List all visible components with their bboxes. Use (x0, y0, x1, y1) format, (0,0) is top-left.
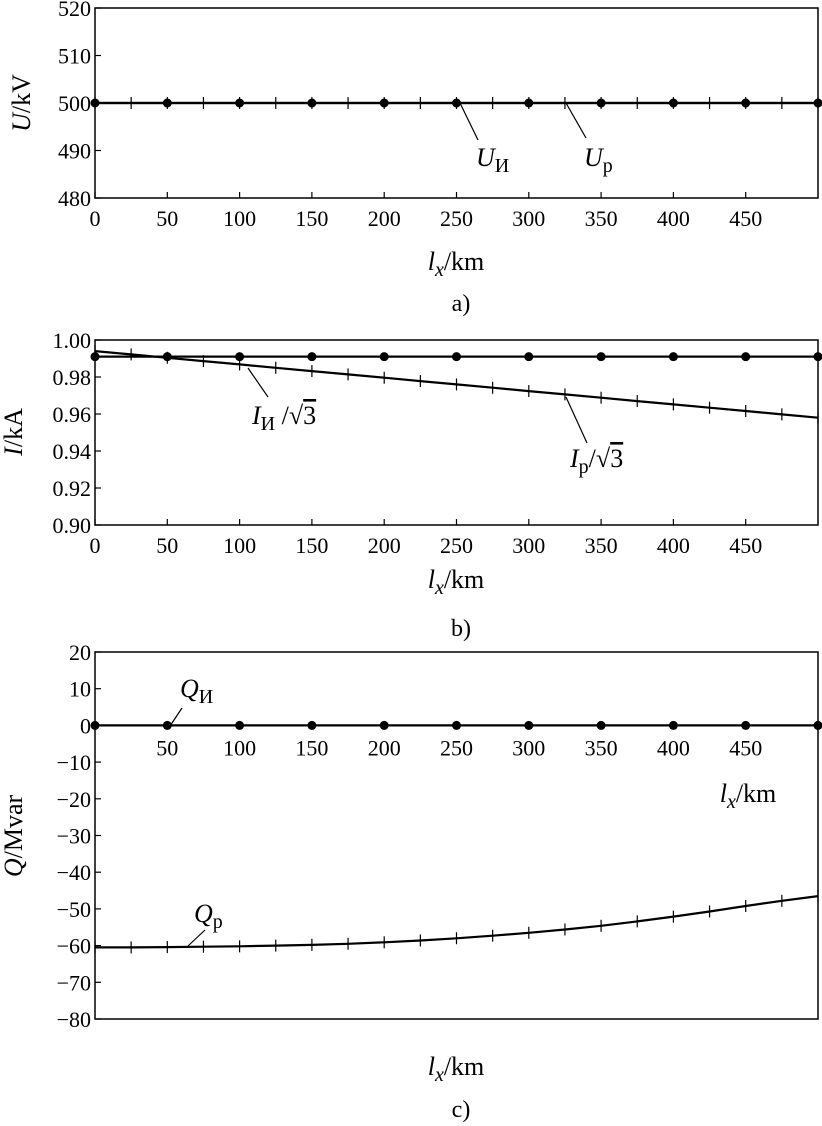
panel-b-series-sending-point (524, 352, 534, 362)
panel-b-x-tick-label: 400 (657, 533, 690, 558)
panel-b-x-tick-label: 50 (156, 533, 178, 558)
panel-c-x-tick-label: 400 (657, 735, 690, 760)
panel-c-y-tick-label: −70 (57, 970, 91, 995)
panel-c-x-axis-label: lx/km (428, 1052, 485, 1086)
panel-c-y-tick-label: −50 (57, 897, 91, 922)
panel-b-series-sending-point (668, 352, 678, 362)
panel-c-series-sending-point (162, 720, 172, 730)
panel-a-x-tick-label: 350 (585, 206, 618, 231)
panel-a-x-tick-label: 0 (90, 206, 101, 231)
panel-b-series-sending-point (307, 352, 317, 362)
panel-a-x-tick-label: 150 (295, 206, 328, 231)
panel-c-series-sending-point (379, 720, 389, 730)
panel-b-y-tick-label: 0.96 (53, 402, 92, 427)
panel-c-x-tick-label: 450 (729, 735, 762, 760)
panel-c-label-q-p: Qp (194, 899, 223, 933)
panel-a: 480 490 500 510 520 0 50 100 150 200 250 300 350 400 4… (7, 0, 822, 317)
panel-c-y-tick-label: −10 (57, 750, 91, 775)
panel-c-label-q-i: QИ (180, 674, 213, 708)
panel-a-y-tick-label: 490 (58, 139, 91, 164)
panel-a-x-tick-label: 250 (440, 206, 473, 231)
panel-b-series-sending-point (379, 352, 389, 362)
panel-b-series-sending-point (235, 352, 245, 362)
panel-b-x-tick-label: 250 (440, 533, 473, 558)
panel-b-series-sending-point (596, 352, 606, 362)
panel-b-caption: b) (451, 616, 471, 642)
panel-b: 0.90 0.92 0.94 0.96 0.98 1.00 0 50 100 150 200 250 3… (0, 328, 822, 642)
panel-a-x-tick-label: 100 (223, 206, 256, 231)
panel-a-caption: a) (452, 291, 471, 317)
panel-a-x-tick-label: 300 (512, 206, 545, 231)
panel-c-caption: c) (452, 1097, 471, 1123)
panel-a-label-u-i: UИ (476, 143, 509, 177)
panel-b-y-tick-label: 0.92 (53, 476, 92, 501)
panel-b-label-i-p-leader (565, 396, 588, 444)
panel-a-y-tick-label: 480 (58, 186, 91, 211)
panel-c-y-tick-label: −20 (57, 787, 91, 812)
panel-b-y-tick-label: 0.90 (53, 513, 92, 538)
panel-c-series-sending-point (596, 720, 606, 730)
panel-b-y-tick-label: 1.00 (53, 328, 92, 353)
panel-a-x-tick-label: 50 (156, 206, 178, 231)
panel-b-plot-frame (94, 339, 819, 526)
panel-c-series-sending-point (235, 720, 245, 730)
panel-c-series-sending-point (813, 720, 822, 730)
panel-a-x-tick-label: 450 (729, 206, 762, 231)
panel-c-y-tick-label: −40 (57, 860, 91, 885)
panel-c-x-tick-label: 50 (156, 735, 178, 760)
panel-c-y-tick-label: 0 (80, 713, 91, 738)
panel-a-x-tick-label: 200 (368, 206, 401, 231)
panel-b-label-i-i-leader (247, 367, 269, 398)
panel-a-x-tick-label: 400 (657, 206, 690, 231)
panel-b-x-tick-label: 150 (295, 533, 328, 558)
panel-c-x-tick-label: 300 (512, 735, 545, 760)
panel-c-label-q-i-leader (169, 707, 183, 727)
panel-b-x-tick-label: 450 (729, 533, 762, 558)
panel-c-series-sending-point (668, 720, 678, 730)
panel-c-series-sending-point (307, 720, 317, 730)
panel-a-y-tick-label: 520 (58, 0, 91, 21)
panel-a-y-tick-label: 510 (58, 44, 91, 69)
panel-b-series-sending-point (452, 352, 461, 362)
panel-c-y-tick-label: 10 (69, 677, 91, 702)
panel-c-series-sending-point (524, 720, 534, 730)
panel-b-y-tick-label: 0.94 (53, 439, 92, 464)
panel-b-x-axis-label: lx/km (428, 565, 485, 599)
panel-a-label-u-i-leader (459, 102, 479, 141)
panel-c-x-tick-label: 150 (295, 735, 328, 760)
panel-c-label-q-p-leader (187, 929, 206, 947)
panel-b-label-i-i: IИ /√3 (251, 401, 316, 435)
panel-b-series-sending-point (741, 352, 751, 362)
panel-a-y-axis-label: U/kV (7, 74, 36, 132)
panel-c-series-sending-point (452, 720, 461, 730)
panel-b-y-tick-label: 0.98 (53, 365, 92, 390)
panel-c-series-sending-point (741, 720, 751, 730)
panel-c-x-tick-label: 100 (223, 735, 256, 760)
panel-a-label-u-p: Up (584, 143, 613, 177)
panel-c-y-tick-label: −60 (57, 934, 91, 959)
panel-b-x-tick-label: 0 (90, 533, 101, 558)
panel-b-x-tick-label: 350 (585, 533, 618, 558)
panel-c-x-tick-label: 200 (368, 735, 401, 760)
panel-c-x-tick-label: 350 (585, 735, 618, 760)
panel-c-y-axis-label: Q/Mvar (0, 795, 28, 878)
panel-c-x-tick-label: 250 (440, 735, 473, 760)
panel-c-y-tick-label: −30 (57, 824, 91, 849)
panel-b-label-i-p: Ip/√3 (569, 444, 623, 478)
panel-a-y-tick-label: 500 (58, 91, 91, 116)
panel-b-x-tick-label: 300 (512, 533, 545, 558)
panel-a-label-u-p-leader (565, 102, 587, 139)
panel-c-y-tick-label: 20 (69, 640, 91, 665)
panel-c: −80 −70 −60 −50 −40 −30 −20 −10 0 10 20 50 100 150 200… (0, 640, 822, 1123)
panel-c-inner-x-axis-label: lx/km (720, 779, 777, 813)
panel-c-y-tick-label: −80 (57, 1007, 91, 1032)
panel-b-x-tick-label: 200 (368, 533, 401, 558)
panel-b-x-tick-label: 100 (223, 533, 256, 558)
panel-b-series-sending-point (813, 352, 822, 362)
panel-a-x-axis-label: lx/km (428, 247, 485, 281)
panel-b-y-axis-label: I/kA (0, 408, 28, 457)
